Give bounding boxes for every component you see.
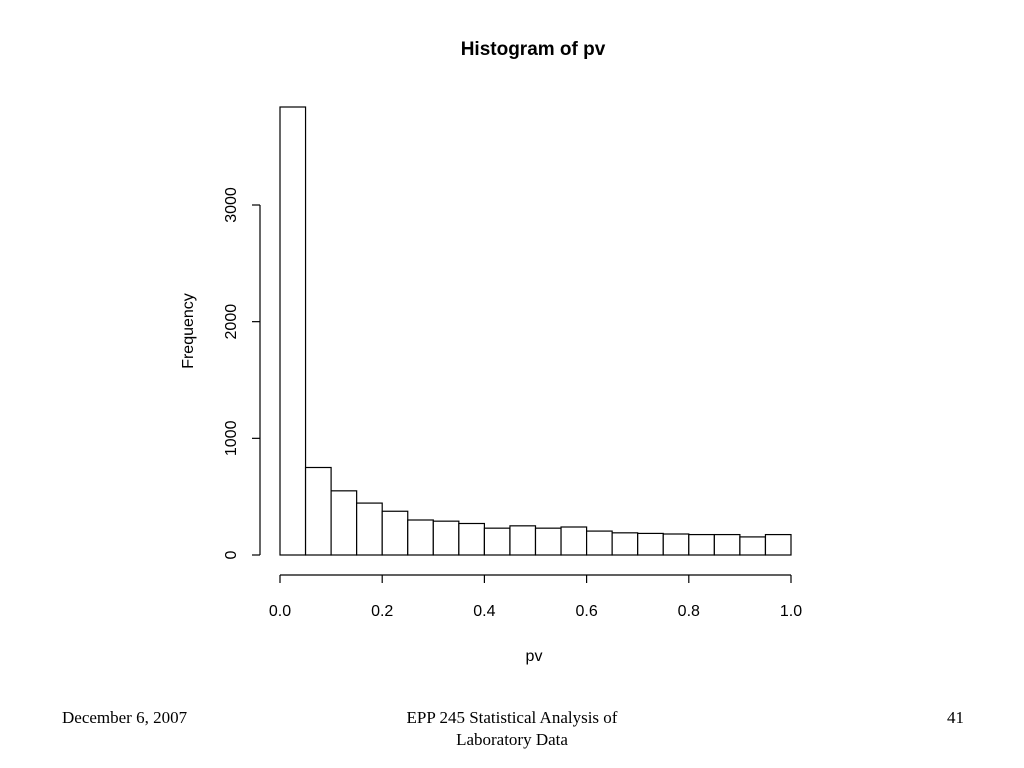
histogram-bar [458,522,486,556]
histogram-bar [688,533,715,556]
histogram-bar [381,510,409,556]
footer-title-line-2: Laboratory Data [456,730,568,749]
y-axis-label: Frequency [180,293,197,369]
histogram-bar [585,530,613,556]
x-tick-label: 0.4 [473,603,495,620]
histogram-chart: Histogram of pv 0.0 0.2 0.4 0.6 0.8 1.0 0 1000… [180,39,802,665]
histogram-bar [534,527,562,556]
histogram-bar [764,533,792,556]
footer-title-line-1: EPP 245 Statistical Analysis of [406,708,618,727]
histogram-bar [739,536,767,556]
histogram-bar [483,527,511,556]
footer-title: EPP 245 Statistical Analysis of Laborato… [362,707,662,751]
histogram-bar [560,526,588,556]
y-tick-label: 3000 [223,187,240,223]
chart-title: Histogram of pv [461,39,606,60]
histogram-bar [713,533,741,556]
x-axis: 0.0 0.2 0.4 0.6 0.8 1.0 [269,574,802,620]
y-tick-label: 2000 [223,304,240,340]
footer-page-number: 41 [947,708,964,727]
y-tick-label: 0 [223,550,240,559]
x-tick-label: 0.0 [269,603,291,620]
y-tick-label: 1000 [223,420,240,456]
x-tick-label: 1.0 [780,603,802,620]
y-axis: 0 1000 2000 3000 [223,187,261,559]
x-tick-label: 0.6 [575,603,597,620]
histogram-bar [330,490,358,556]
histogram-bar [407,519,434,556]
histogram-bar [279,106,307,556]
histogram-bar [637,532,664,556]
histogram-bar [356,502,383,556]
x-tick-label: 0.2 [371,603,393,620]
footer-date: December 6, 2007 [62,708,188,727]
histogram-bar [304,466,332,556]
histogram-bar [662,533,690,556]
x-axis-label: pv [526,648,543,665]
histogram-bars [279,106,792,556]
histogram-bar [611,532,639,556]
histogram-bar [509,525,537,556]
x-tick-label: 0.8 [678,603,700,620]
histogram-bar [432,520,460,556]
